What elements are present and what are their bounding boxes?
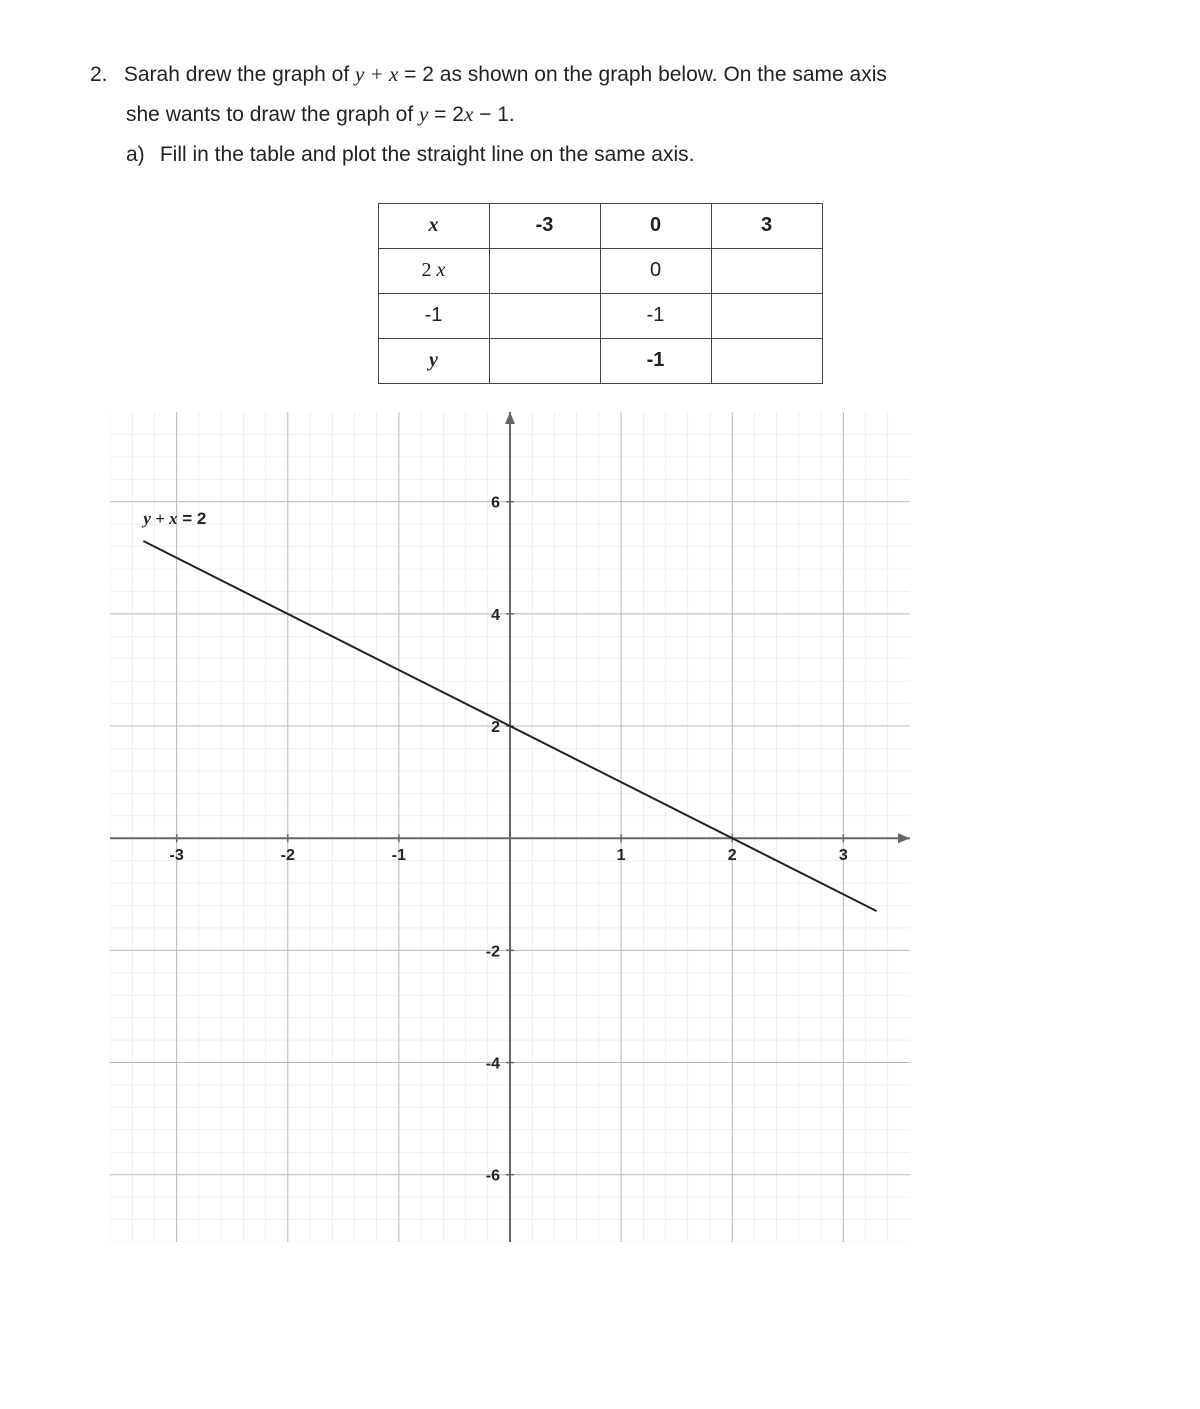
cell[interactable] xyxy=(711,338,822,383)
q-text-1a: Sarah drew the graph of xyxy=(124,63,355,86)
q-text-2b: = 2 xyxy=(428,103,464,126)
row-label-y: y xyxy=(429,349,438,371)
x-tick-label: -1 xyxy=(392,847,406,864)
row-label-2x: 2 x xyxy=(422,259,446,281)
x-tick-label: 2 xyxy=(728,847,737,864)
cell[interactable] xyxy=(711,293,822,338)
table-row: x -3 0 3 xyxy=(378,203,822,248)
sub-letter-a: a) xyxy=(126,135,154,175)
col-header-0: -3 xyxy=(536,214,554,236)
coordinate-graph: -3 -2 -1 1 2 3 -6 -4 -2 2 4 6 y + x = 2 xyxy=(110,412,910,1242)
line-equation-label: y + x = 2 xyxy=(141,509,206,528)
col-header-2: 3 xyxy=(761,214,772,236)
col-header-1: 0 xyxy=(650,214,661,236)
sub-a-text: Fill in the table and plot the straight … xyxy=(160,143,695,166)
cell-y-0: -1 xyxy=(647,349,665,371)
table-row: 2 x 0 xyxy=(378,248,822,293)
question-line-1: 2. Sarah drew the graph of y + x = 2 as … xyxy=(90,55,1110,95)
q-eq-2b: x xyxy=(464,102,473,126)
y-tick-label: -6 xyxy=(486,1167,500,1184)
y-tick-label: 6 xyxy=(491,494,500,511)
cell[interactable] xyxy=(711,248,822,293)
question-line-2: she wants to draw the graph of y = 2x − … xyxy=(90,95,1110,135)
table-row: y -1 xyxy=(378,338,822,383)
q-eq-1: y + x xyxy=(355,62,398,86)
question-number: 2. xyxy=(90,55,118,95)
cell: -1 xyxy=(600,293,711,338)
q-text-2c: − 1. xyxy=(473,103,514,126)
table-row: -1 -1 xyxy=(378,293,822,338)
row-label-x: x xyxy=(429,214,439,236)
q-text-1b: = 2 as shown on the graph below. On the … xyxy=(398,63,887,86)
cell: 0 xyxy=(600,248,711,293)
y-tick-label: -4 xyxy=(486,1055,500,1072)
page: 2. Sarah drew the graph of y + x = 2 as … xyxy=(0,0,1200,1409)
cell[interactable] xyxy=(489,338,600,383)
x-tick-label: -2 xyxy=(281,847,295,864)
question-sub-a: a) Fill in the table and plot the straig… xyxy=(90,135,1110,175)
chart-container: -3 -2 -1 1 2 3 -6 -4 -2 2 4 6 y + x = 2 xyxy=(110,412,1110,1247)
x-tick-label: -3 xyxy=(170,847,184,864)
cell[interactable] xyxy=(489,293,600,338)
y-tick-label: 4 xyxy=(491,607,500,624)
q-eq-2: y xyxy=(419,102,428,126)
y-tick-label: 2 xyxy=(491,719,500,736)
x-tick-label: 1 xyxy=(617,847,626,864)
cell[interactable] xyxy=(489,248,600,293)
y-tick-label: -2 xyxy=(486,943,500,960)
cell: -1 xyxy=(600,338,711,383)
x-tick-label: 3 xyxy=(839,847,848,864)
value-table: x -3 0 3 2 x 0 -1 -1 y -1 xyxy=(378,203,823,384)
row-label-minus1: -1 xyxy=(378,293,489,338)
q-text-2a: she wants to draw the graph of xyxy=(126,103,419,126)
